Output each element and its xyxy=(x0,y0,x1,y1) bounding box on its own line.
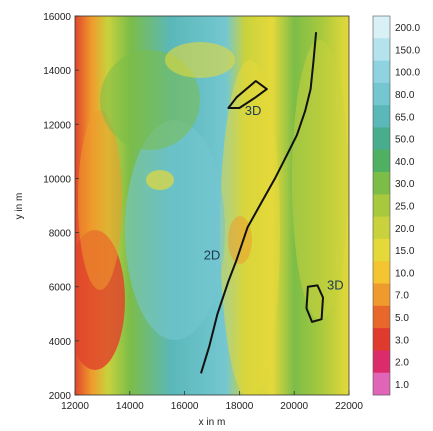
colorbar-swatch xyxy=(373,127,390,151)
x-tick-label: 16000 xyxy=(171,401,199,412)
colorbar-swatch xyxy=(373,172,390,195)
annotation-label: 3D xyxy=(245,103,262,118)
colorbar-label: 10.0 xyxy=(395,268,415,279)
y-tick-label: 8000 xyxy=(49,229,72,240)
colorbar-label: 1.0 xyxy=(395,380,409,391)
colorbar-label: 65.0 xyxy=(395,112,415,123)
annotations: 3D 2D 3D xyxy=(204,103,344,293)
y-tick-label: 6000 xyxy=(49,283,72,294)
colorbar-swatch xyxy=(373,283,390,307)
colorbar-label: 30.0 xyxy=(395,179,415,190)
contour-north-3d-zone xyxy=(227,80,268,109)
annotation-label: 3D xyxy=(327,277,344,292)
colorbar-swatch xyxy=(373,60,390,84)
colorbar-swatch xyxy=(373,372,390,396)
colorbar-swatch xyxy=(373,216,390,240)
contour-main-fault xyxy=(200,32,318,374)
y-tick-label: 16000 xyxy=(43,12,71,23)
colorbar-label: 40.0 xyxy=(395,157,415,168)
x-axis-label: x in m xyxy=(199,417,226,428)
y-tick-label: 10000 xyxy=(43,174,71,185)
colorbar-label: 100.0 xyxy=(395,68,420,79)
x-axis: 12000 14000 16000 18000 20000 22000 xyxy=(61,391,363,412)
colorbar-swatch xyxy=(373,305,390,329)
colorbar-label: 20.0 xyxy=(395,224,415,235)
annotation-label: 2D xyxy=(204,248,221,263)
colorbar-label: 2.0 xyxy=(395,358,409,369)
plot-frame xyxy=(74,15,350,396)
colorbar-label: 150.0 xyxy=(395,45,420,56)
colorbar-label: 80.0 xyxy=(395,90,415,101)
colorbar-swatch xyxy=(373,261,390,284)
y-tick-label: 2000 xyxy=(49,391,72,402)
colorbar-swatch xyxy=(373,16,390,39)
colorbar-label: 50.0 xyxy=(395,135,415,146)
colorbar-swatch xyxy=(373,350,390,374)
x-tick-label: 18000 xyxy=(225,401,253,412)
colorbar-label: 7.0 xyxy=(395,291,409,302)
colorbar-label: 15.0 xyxy=(395,246,415,257)
colorbar-swatch xyxy=(373,82,390,106)
y-axis-label: y in m xyxy=(14,193,25,220)
colorbar-label: 5.0 xyxy=(395,313,409,324)
contour-east-3d-zone xyxy=(305,284,324,323)
y-axis: 2000 4000 6000 8000 10000 12000 14000 16000 xyxy=(43,12,79,402)
x-tick-label: 20000 xyxy=(280,401,308,412)
colorbar-swatch xyxy=(373,38,390,61)
colorbar-swatch xyxy=(373,194,390,217)
colorbar-swatch xyxy=(373,328,390,351)
y-tick-label: 12000 xyxy=(43,120,71,131)
colorbar-label: 25.0 xyxy=(395,202,415,213)
colorbar-label: 3.0 xyxy=(395,335,409,346)
x-tick-label: 12000 xyxy=(61,401,89,412)
plot-area: 3D 2D 3D xyxy=(74,15,350,396)
colorbar: 200.0 150.0 100.0 80.0 65.0 50.0 40.0 30.0 25.0 2… xyxy=(372,15,420,396)
field-patches xyxy=(75,40,348,395)
colorbar-label: 200.0 xyxy=(395,23,420,34)
colorbar-swatch xyxy=(373,149,390,173)
contour-lines xyxy=(200,32,324,374)
y-tick-label: 4000 xyxy=(49,337,72,348)
x-tick-label: 22000 xyxy=(335,401,363,412)
colorbar-frame xyxy=(372,15,391,396)
colorbar-swatch xyxy=(373,238,390,262)
colorbar-swatch xyxy=(373,105,390,128)
x-tick-label: 14000 xyxy=(116,401,144,412)
y-tick-label: 14000 xyxy=(43,66,71,77)
